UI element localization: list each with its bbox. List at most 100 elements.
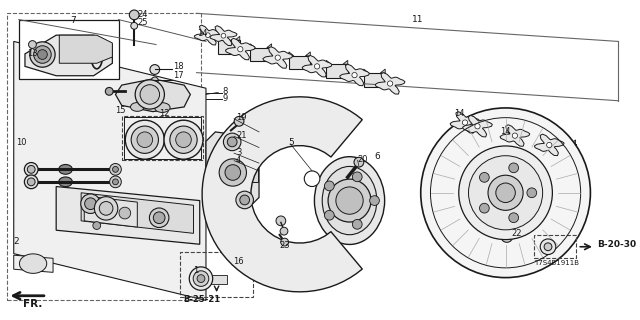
Ellipse shape [131,102,144,111]
Polygon shape [523,134,545,148]
Ellipse shape [59,177,72,187]
Circle shape [479,203,489,213]
Circle shape [281,238,289,246]
Text: 13: 13 [27,49,38,58]
Polygon shape [375,73,405,94]
Circle shape [387,81,393,86]
Polygon shape [289,56,310,69]
Circle shape [81,194,100,213]
Text: 20: 20 [357,155,367,164]
Circle shape [24,175,38,189]
Bar [124,117,201,159]
Polygon shape [364,73,385,87]
Text: 22: 22 [512,229,522,238]
Polygon shape [56,187,200,244]
Circle shape [324,210,334,220]
Circle shape [221,34,226,38]
Text: 9: 9 [223,94,228,103]
Circle shape [29,41,36,48]
Polygon shape [206,132,259,210]
Circle shape [496,183,515,203]
Circle shape [275,55,280,60]
Polygon shape [302,55,332,77]
Bar [8,13,201,300]
Polygon shape [463,116,492,137]
Polygon shape [554,144,575,157]
Polygon shape [263,47,292,68]
Polygon shape [84,196,138,227]
Circle shape [354,157,364,167]
Text: B-20-30: B-20-30 [596,240,636,249]
Circle shape [540,239,556,254]
Polygon shape [195,25,221,45]
Circle shape [170,126,197,153]
Polygon shape [523,131,528,134]
Polygon shape [250,48,271,61]
Text: 11: 11 [412,15,424,24]
Polygon shape [326,64,348,78]
Circle shape [197,275,205,283]
Polygon shape [60,35,113,63]
Circle shape [304,171,320,187]
Circle shape [34,46,51,63]
Circle shape [84,198,97,210]
Circle shape [227,137,237,147]
Circle shape [324,181,334,191]
Circle shape [99,202,113,215]
Circle shape [512,133,518,138]
Circle shape [149,208,169,228]
Circle shape [314,64,320,69]
Text: 1: 1 [193,266,199,275]
Polygon shape [554,140,559,144]
Circle shape [352,73,357,78]
Text: 24: 24 [138,10,148,20]
Text: 12: 12 [159,109,170,118]
Circle shape [475,124,480,129]
Circle shape [468,156,543,230]
Circle shape [488,175,523,210]
Text: 3: 3 [236,148,241,157]
Circle shape [135,80,164,109]
Polygon shape [115,79,190,112]
Circle shape [119,207,131,219]
Polygon shape [305,52,310,56]
Polygon shape [340,64,369,86]
Bar [19,20,118,79]
Ellipse shape [59,164,72,174]
Circle shape [225,165,241,180]
Circle shape [237,47,243,52]
Bar [122,116,203,160]
Circle shape [353,220,362,229]
Text: 14: 14 [500,127,511,136]
Circle shape [140,85,159,104]
Polygon shape [364,69,369,73]
Text: 18: 18 [173,62,184,71]
Circle shape [28,178,35,186]
Circle shape [219,159,246,186]
Circle shape [509,163,518,173]
Polygon shape [488,125,510,139]
Bar [208,163,258,182]
Polygon shape [500,125,530,146]
Circle shape [509,213,518,223]
Circle shape [106,87,113,95]
Text: 8: 8 [223,87,228,96]
Text: 15: 15 [115,106,126,115]
Circle shape [420,108,591,278]
Circle shape [276,216,285,226]
Circle shape [30,42,55,67]
Text: 17: 17 [173,71,184,80]
Bar [211,275,227,284]
Circle shape [109,164,122,175]
Circle shape [38,50,47,60]
Text: 4: 4 [236,156,241,164]
Circle shape [462,120,468,125]
Circle shape [459,146,552,240]
Text: 2: 2 [13,237,19,246]
Polygon shape [202,97,362,292]
Circle shape [176,132,191,148]
Text: 23: 23 [280,241,291,250]
Circle shape [93,222,100,229]
Circle shape [501,231,513,242]
Text: 19: 19 [236,113,246,122]
